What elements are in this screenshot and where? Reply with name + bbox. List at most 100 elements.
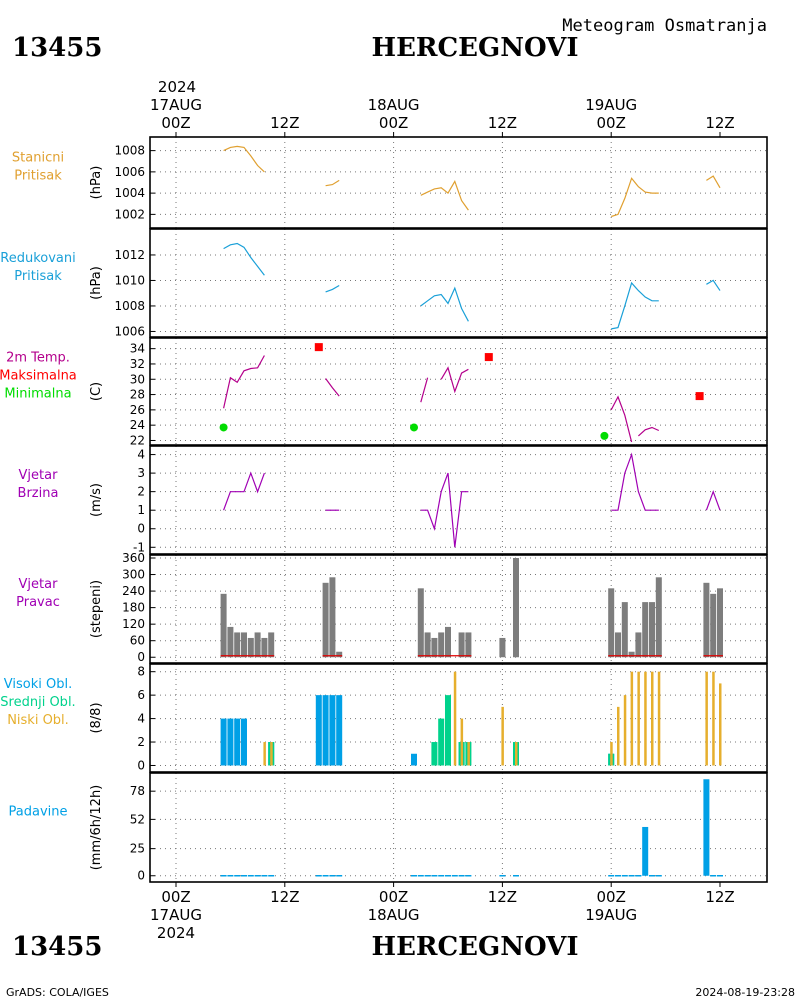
tmax-marker: [484, 353, 493, 362]
timestamp-label: 2024-08-19-23:28: [695, 986, 795, 999]
y-tick-label: 120: [122, 617, 145, 631]
y-axis-label: (m/s): [89, 483, 104, 517]
cloud-bar-low: [501, 706, 504, 766]
y-axis-label: (hPa): [89, 166, 104, 200]
credit-label: GrADS: COLA/IGES: [6, 986, 109, 999]
panel-label: Vjetar: [19, 577, 59, 592]
series-line: [223, 145, 265, 173]
panel-label: Niski Obl.: [7, 713, 69, 728]
cloud-bar-mid: [431, 742, 438, 766]
series-line: [420, 377, 429, 403]
direction-bar: [710, 593, 717, 658]
tmax-marker: [695, 392, 704, 401]
bottom-day-label: 18AUG: [368, 906, 420, 924]
direction-bar: [621, 602, 628, 658]
y-tick-label: 8: [137, 665, 145, 679]
series-line: [223, 471, 265, 511]
series-line: [325, 378, 340, 397]
direction-bar: [417, 588, 424, 658]
cloud-bar-low: [270, 742, 273, 766]
y-axis-label: (hPa): [89, 266, 104, 300]
direction-bar: [513, 558, 519, 658]
y-axis-label: (stepeni): [89, 580, 104, 638]
y-axis-label: (mm/6h/12h): [89, 785, 104, 871]
footer-station-name: HERCEGNOVI: [372, 932, 579, 962]
panels: 1002100410061008(hPa)StanicniPritisak100…: [0, 136, 768, 883]
panel-frame: [149, 554, 768, 664]
tmin-marker: [410, 423, 418, 432]
y-tick-label: 22: [130, 433, 145, 447]
y-tick-label: 0: [137, 650, 145, 664]
cloud-bar-low: [467, 742, 470, 766]
series-line: [223, 242, 265, 276]
y-tick-label: 78: [130, 784, 145, 798]
series-line: [706, 175, 721, 189]
y-tick-label: 1008: [114, 144, 145, 158]
cloud-bar-high: [234, 718, 241, 766]
top-hour-label: 12Z: [488, 114, 517, 132]
panel-label: Pritisak: [14, 169, 62, 184]
tmin-marker: [600, 431, 609, 440]
series-line: [706, 279, 721, 291]
tmax-marker: [314, 343, 323, 352]
direction-bar: [247, 637, 254, 658]
panel-frame: [149, 772, 768, 883]
y-axis-label: (8/8): [89, 702, 104, 733]
panel-label: Vjetar: [19, 468, 59, 483]
series-line: [325, 284, 340, 293]
cloud-bar-low: [460, 718, 464, 766]
panel-label: Stanicni: [12, 151, 64, 166]
panel-frame: [149, 136, 768, 229]
cloud-bar-low: [637, 671, 640, 766]
series-line: [611, 452, 659, 511]
y-tick-label: 28: [130, 388, 145, 402]
panel-frame: [149, 663, 768, 773]
y-tick-label: 1006: [114, 324, 145, 338]
direction-bar: [717, 588, 723, 658]
panel-label: Srednji Obl.: [0, 695, 75, 710]
cloud-bar-low: [719, 683, 722, 766]
direction-bar: [628, 651, 635, 658]
cloud-bar-low: [657, 671, 661, 766]
series-line: [611, 281, 659, 330]
direction-bar: [703, 582, 710, 658]
y-tick-label: 32: [130, 357, 145, 371]
direction-bar: [445, 626, 451, 658]
top-day-label: 19AUG: [585, 96, 637, 114]
y-tick-label: 240: [122, 584, 145, 598]
direction-bar: [322, 582, 329, 658]
panel-wind-direction: 0 60 120 180 240 300 360 (stepeni) Vjetar Pravac: [16, 551, 768, 664]
direction-bar: [615, 632, 621, 658]
direction-bar: [254, 632, 261, 658]
panel-frame: [149, 228, 768, 338]
y-tick-label: 0: [137, 869, 145, 883]
cloud-bar-high: [322, 695, 329, 766]
series-line: [223, 355, 265, 409]
bottom-time-axis: 00Z 12Z 00Z 12Z 00Z 12Z 17AUG 18AUG 19AUG 2024: [150, 882, 735, 942]
panel-label: Redukovani: [0, 251, 75, 266]
direction-bar: [424, 632, 431, 658]
bottom-day-label: 19AUG: [585, 906, 637, 924]
cloud-bar-high: [336, 695, 343, 766]
cloud-bar-low: [453, 671, 457, 766]
panel-frame: [149, 337, 768, 446]
panel-wind-speed: -1 0 1 2 3 4 (m/s) Vjetar Brzina: [18, 445, 768, 555]
direction-bar: [499, 637, 506, 658]
bottom-hour-label: 00Z: [379, 888, 408, 906]
y-tick-label: 1004: [114, 186, 145, 200]
panel-label: Maksimalna: [0, 369, 77, 384]
panel-label: Brzina: [18, 486, 59, 501]
panel-cloud-cover: 0 2 4 6 8 (8/8) Visoki Obl. Srednji Obl. Niski O…: [0, 663, 768, 773]
y-tick-label: 4: [137, 448, 145, 462]
cloud-bar-low: [617, 706, 620, 766]
y-tick-label: 4: [137, 712, 145, 726]
year-label-bottom: 2024: [157, 924, 195, 942]
direction-bar: [220, 593, 227, 658]
direction-bar: [608, 588, 615, 658]
y-tick-label: 360: [122, 551, 145, 565]
y-tick-label: 26: [130, 403, 145, 417]
y-tick-label: 34: [130, 342, 145, 356]
top-hour-label: 12Z: [705, 114, 734, 132]
direction-bar: [655, 577, 662, 658]
top-day-label: 17AUG: [150, 96, 202, 114]
